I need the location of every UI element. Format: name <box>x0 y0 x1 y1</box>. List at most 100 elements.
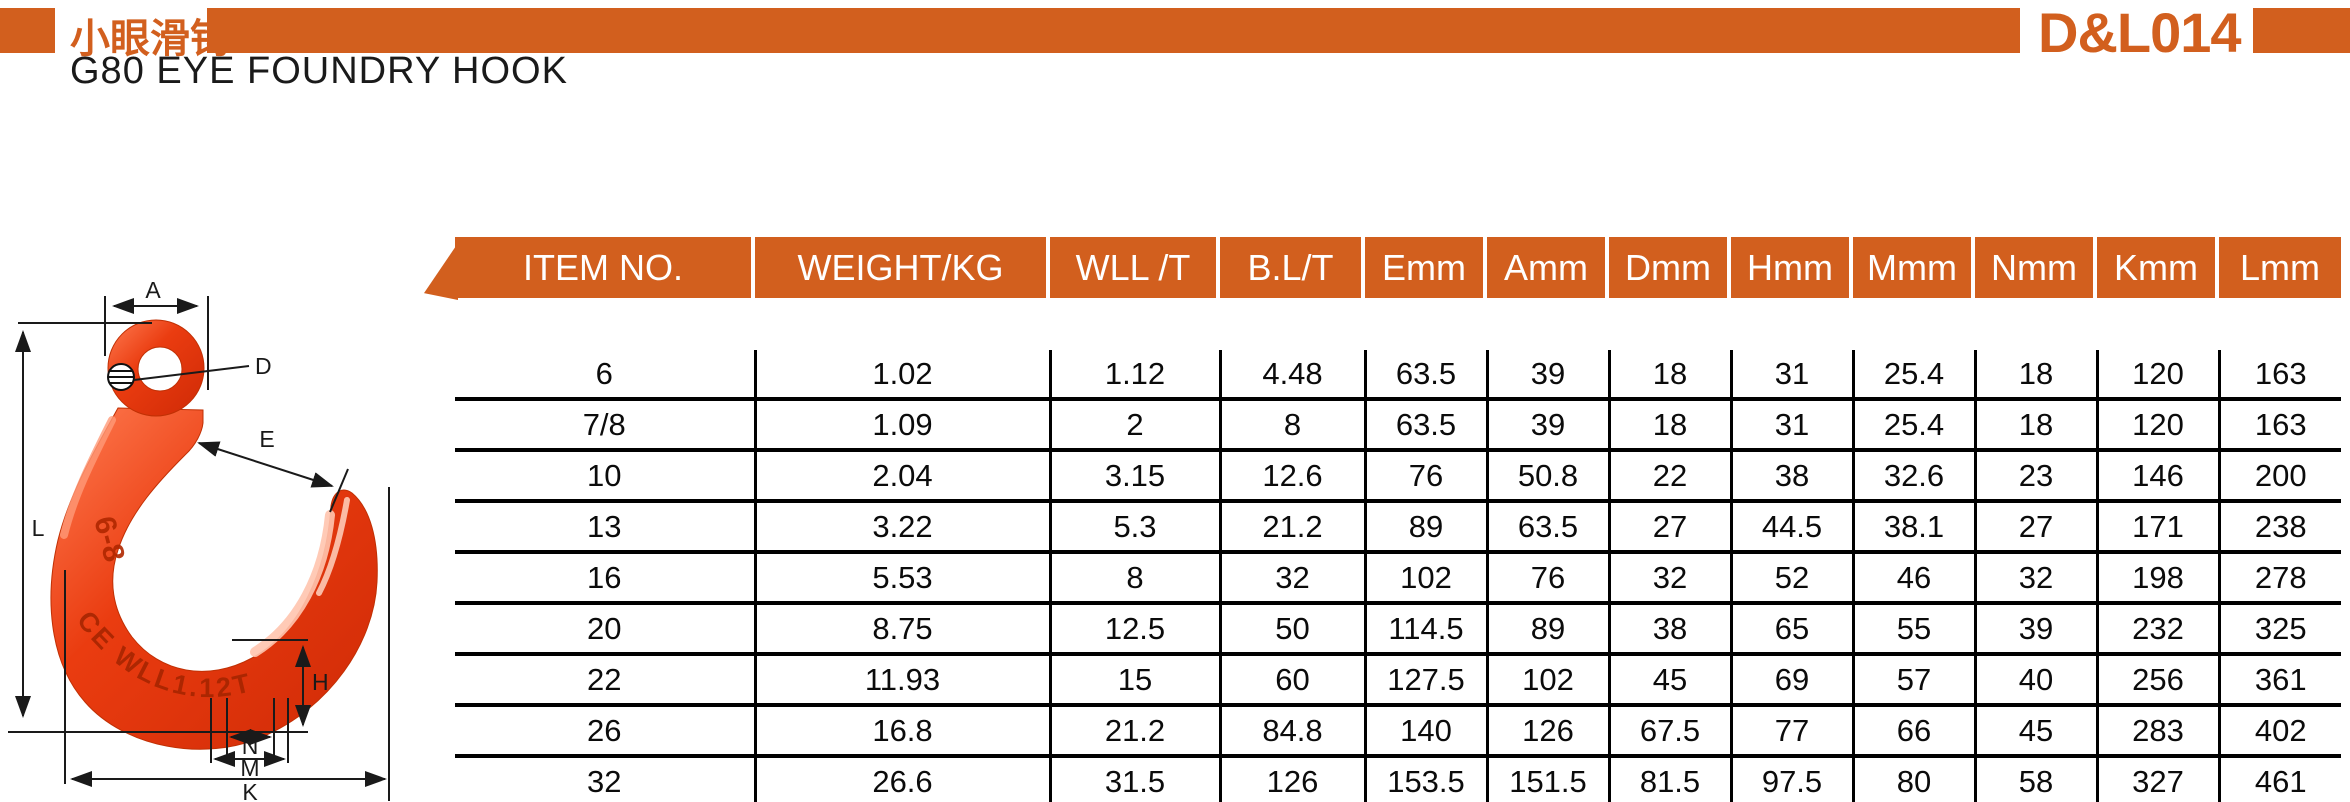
table-cell: 8.75 <box>753 603 1050 656</box>
dim-label-d: D <box>255 353 272 379</box>
column-header-8: Mmm <box>1853 237 1975 298</box>
table-cell: 15 <box>1048 654 1220 707</box>
table-cell: 25.4 <box>1851 399 1975 452</box>
table-cell: 127.5 <box>1363 654 1487 707</box>
column-header-7: Hmm <box>1731 237 1853 298</box>
table-cell: 39 <box>1485 399 1609 452</box>
table-cell: 31 <box>1729 399 1853 452</box>
table-cell: 32 <box>1973 552 2097 605</box>
table-cell: 21.2 <box>1218 501 1365 554</box>
table-cell: 12.5 <box>1048 603 1220 656</box>
table-row: 16 5.53 8 32 102 76 32 52 46 32 198 278 <box>455 552 2341 605</box>
table-row: 26 16.8 21.2 84.8 140 126 67.5 77 66 45 283 402 <box>455 705 2341 758</box>
table-cell: 21.2 <box>1048 705 1220 758</box>
column-header-9: Nmm <box>1975 237 2097 298</box>
column-header-11: Lmm <box>2219 237 2341 298</box>
spec-table-header: ITEM NO. WEIGHT/KG WLL /T B.L/T Emm Amm Dmm Hmm… <box>455 237 2341 298</box>
table-row: 20 8.75 12.5 50 114.5 89 38 65 55 39 232 325 <box>455 603 2341 656</box>
table-cell: 1.02 <box>753 350 1050 401</box>
dim-label-n: N <box>242 733 259 759</box>
table-cell: 50.8 <box>1485 450 1609 503</box>
table-cell: 16.8 <box>753 705 1050 758</box>
table-cell: 38 <box>1607 603 1731 656</box>
hook-tip-highlight <box>316 497 350 596</box>
table-cell: 63.5 <box>1363 399 1487 452</box>
table-cell: 18 <box>1973 399 2097 452</box>
table-cell: 12.6 <box>1218 450 1365 503</box>
table-cell: 461 <box>2217 756 2341 802</box>
table-cell: 238 <box>2217 501 2341 554</box>
table-cell: 126 <box>1218 756 1365 802</box>
table-cell: 11.93 <box>753 654 1050 707</box>
table-cell: 278 <box>2217 552 2341 605</box>
table-cell: 20 <box>455 603 755 656</box>
table-row: 13 3.22 5.3 21.2 89 63.5 27 44.5 38.1 27 171 238 <box>455 501 2341 554</box>
column-header-0: ITEM NO. <box>455 237 755 298</box>
table-cell: 13 <box>455 501 755 554</box>
column-header-3: B.L/T <box>1220 237 1365 298</box>
table-cell: 200 <box>2217 450 2341 503</box>
table-cell: 38.1 <box>1851 501 1975 554</box>
table-row: 7/8 1.09 2 8 63.5 39 18 31 25.4 18 120 163 <box>455 399 2341 452</box>
table-cell: 32 <box>1607 552 1731 605</box>
table-cell: 3.22 <box>753 501 1050 554</box>
hook-technical-drawing: 6-8 CE WLL1.12T <box>8 277 390 802</box>
table-cell: 84.8 <box>1218 705 1365 758</box>
table-cell: 120 <box>2095 350 2219 401</box>
table-row: 32 26.6 31.5 126 153.5 151.5 81.5 97.5 80 58 327 46… <box>455 756 2341 802</box>
table-cell: 126 <box>1485 705 1609 758</box>
top-bar-right <box>2253 8 2350 53</box>
table-cell: 1.12 <box>1048 350 1220 401</box>
table-cell: 38 <box>1729 450 1853 503</box>
hook-bowl-highlight <box>250 510 335 657</box>
table-cell: 7/8 <box>455 399 755 452</box>
table-cell: 66 <box>1851 705 1975 758</box>
table-cell: 27 <box>1973 501 2097 554</box>
table-cell: 32.6 <box>1851 450 1975 503</box>
table-cell: 18 <box>1973 350 2097 401</box>
table-cell: 4.48 <box>1218 350 1365 401</box>
table-cell: 256 <box>2095 654 2219 707</box>
table-cell: 18 <box>1607 350 1731 401</box>
table-cell: 76 <box>1363 450 1487 503</box>
table-cell: 25.4 <box>1851 350 1975 401</box>
table-cell: 120 <box>2095 399 2219 452</box>
table-cell: 6 <box>455 350 755 401</box>
table-cell: 45 <box>1973 705 2097 758</box>
table-row: 10 2.04 3.15 12.6 76 50.8 22 38 32.6 23 146 200 <box>455 450 2341 503</box>
table-cell: 140 <box>1363 705 1487 758</box>
column-header-1: WEIGHT/KG <box>755 237 1050 298</box>
dimension-labels: A D E L H N M K <box>32 277 329 802</box>
table-cell: 67.5 <box>1607 705 1731 758</box>
column-header-5: Amm <box>1487 237 1609 298</box>
table-cell: 16 <box>455 552 755 605</box>
dim-E-arrow <box>197 441 334 488</box>
column-header-6: Dmm <box>1609 237 1731 298</box>
english-title: G80 EYE FOUNDRY HOOK <box>70 50 568 92</box>
table-cell: 81.5 <box>1607 756 1731 802</box>
table-cell: 163 <box>2217 350 2341 401</box>
dim-label-a: A <box>145 277 161 303</box>
table-cell: 40 <box>1973 654 2097 707</box>
table-cell: 102 <box>1485 654 1609 707</box>
table-cell: 26 <box>455 705 755 758</box>
dim-label-k: K <box>242 779 258 802</box>
table-cell: 5.3 <box>1048 501 1220 554</box>
table-cell: 31 <box>1729 350 1853 401</box>
table-cell: 46 <box>1851 552 1975 605</box>
column-header-4: Emm <box>1365 237 1487 298</box>
hook-shank-highlight <box>60 416 116 539</box>
table-cell: 8 <box>1048 552 1220 605</box>
top-bar-left <box>0 8 55 53</box>
table-cell: 52 <box>1729 552 1853 605</box>
table-cell: 31.5 <box>1048 756 1220 802</box>
table-cell: 45 <box>1607 654 1731 707</box>
table-cell: 402 <box>2217 705 2341 758</box>
table-cell: 58 <box>1973 756 2097 802</box>
eye-section-hatch <box>108 370 134 384</box>
table-row: 6 1.02 1.12 4.48 63.5 39 18 31 25.4 18 120 163 <box>455 350 2341 401</box>
table-cell: 63.5 <box>1485 501 1609 554</box>
table-cell: 283 <box>2095 705 2219 758</box>
table-cell: 97.5 <box>1729 756 1853 802</box>
table-cell: 50 <box>1218 603 1365 656</box>
